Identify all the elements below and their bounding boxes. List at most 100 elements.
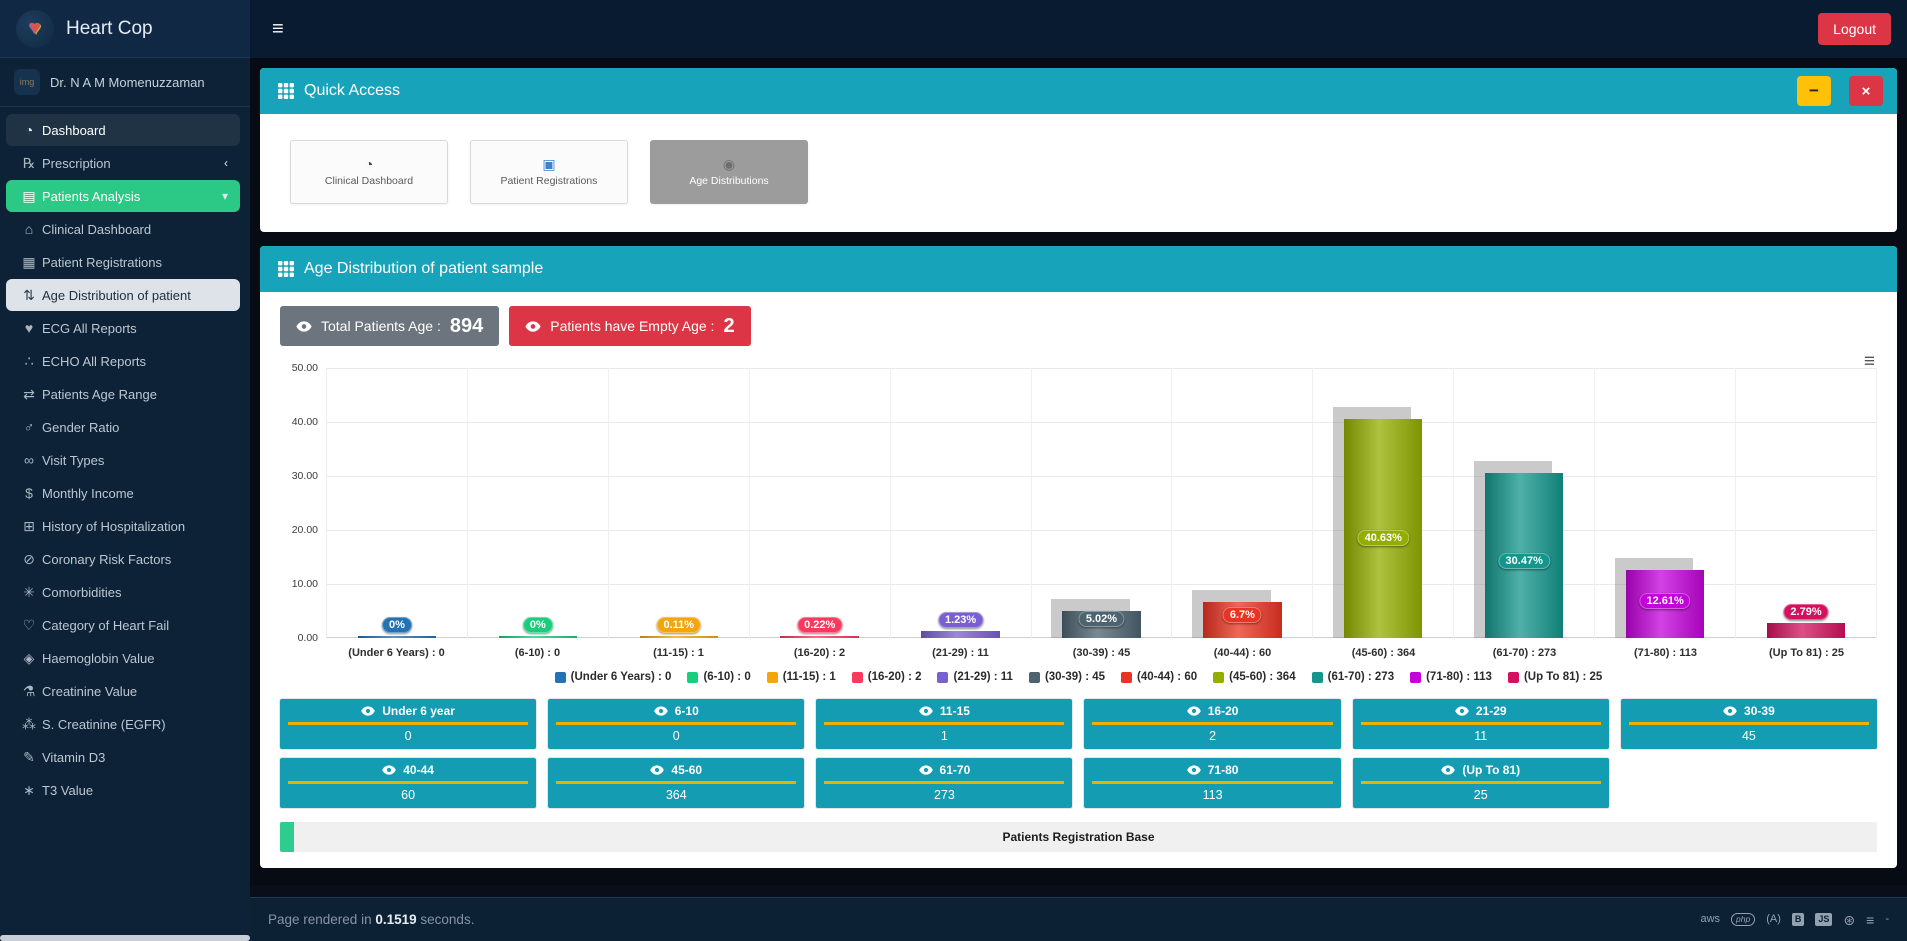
y-axis-tick: 20.00 (291, 524, 318, 536)
sidebar-item-patients-age-range[interactable]: ⇄ Patients Age Range (6, 378, 240, 410)
quick-access-card-age-distributions[interactable]: ◉ Age Distributions (650, 140, 808, 204)
eye-icon (1723, 706, 1737, 716)
close-button[interactable]: × (1849, 76, 1883, 106)
yellow-underline (1360, 722, 1601, 725)
bar-value-label: 2.79% (1783, 604, 1829, 620)
chart-menu-icon[interactable]: ≡ (1863, 351, 1875, 372)
legend-item[interactable]: (16-20) : 2 (851, 671, 921, 683)
sidebar-item-echo-all-reports[interactable]: ∴ ECHO All Reports (6, 345, 240, 377)
quick-access-card-label: Age Distributions (689, 175, 769, 187)
age-group-box[interactable]: 71-80 113 (1084, 758, 1341, 808)
database-icon: ≡ (1866, 911, 1875, 928)
age-group-box[interactable]: 16-20 2 (1084, 699, 1341, 749)
sidebar-item-label: Gender Ratio (42, 419, 120, 435)
quick-access-card-patient-registrations[interactable]: ▣ Patient Registrations (470, 140, 628, 204)
tachometer-icon: ◔ (24, 122, 34, 138)
chart-column: 6.7% (1171, 368, 1312, 638)
bar-4 (780, 636, 859, 638)
sidebar-item-dashboard[interactable]: ◔ Dashboard (6, 114, 240, 146)
age-group-box[interactable]: 61-70 273 (816, 758, 1073, 808)
sidebar-item-label: Clinical Dashboard (42, 221, 152, 237)
content-area: Quick Access − × ◔ Clinical Dashboard ▣ Pat… (250, 58, 1907, 885)
sidebar-item-label: Age Distribution of patient (42, 287, 191, 303)
legend-swatch (1028, 671, 1040, 683)
sidebar-item-comorbidities[interactable]: ✳ Comorbidities (6, 576, 240, 608)
age-group-box[interactable]: Under 6 year 0 (280, 699, 537, 749)
chart-column: 1.23% (889, 368, 1031, 638)
sidebar-item-clinical-dashboard[interactable]: ⌂ Clinical Dashboard (6, 213, 240, 245)
sidebar-item-label: Comorbidities (42, 584, 122, 600)
sidebar-item-gender-ratio[interactable]: ♂ Gender Ratio (6, 411, 240, 443)
eye-icon (382, 765, 397, 775)
age-group-box-title: 21-29 (1353, 704, 1609, 718)
hospital-user-icon: ▦ (22, 253, 36, 270)
dash-icon: - (1885, 913, 1889, 925)
sidebar-item-coronary-risk-factors[interactable]: ⊘ Coronary Risk Factors (6, 543, 240, 575)
bar-10 (1625, 570, 1705, 638)
sidebar-item-haemoglobin-value[interactable]: ◈ Haemoglobin Value (6, 642, 240, 674)
empty-age-badge[interactable]: Patients have Empty Age : 2 (509, 306, 751, 346)
chart-plot-row: 50.00 40.00 30.00 20.00 10.00 0.00 0% 0% 0.11% 0… (280, 362, 1877, 644)
total-patients-age-badge[interactable]: Total Patients Age : 894 (280, 306, 500, 346)
legend-item[interactable]: (30-39) : 45 (1028, 671, 1105, 683)
age-group-box[interactable]: 45-60 364 (548, 758, 805, 808)
sidebar-item-monthly-income[interactable]: $ Monthly Income (6, 477, 240, 509)
badge-value: 894 (449, 314, 484, 337)
sidebar-item-history-of-hospitalization[interactable]: ⊞ History of Hospitalization (6, 510, 240, 542)
age-distribution-title: Age Distribution of patient sample (304, 260, 544, 277)
age-group-box[interactable]: 6-10 0 (548, 699, 805, 749)
page-footer: Page rendered in 0.1519 seconds. aws php (… (250, 897, 1907, 941)
progress-fill (280, 822, 294, 852)
sidebar-item-vitamin-d3[interactable]: ✎ Vitamin D3 (6, 741, 240, 773)
legend-item[interactable]: (11-15) : 1 (766, 671, 836, 683)
legend-item[interactable]: (45-60) : 364 (1213, 671, 1296, 683)
eye-icon (1186, 706, 1201, 716)
sidebar-item-label: Dashboard (42, 122, 106, 138)
legend-item[interactable]: (71-80) : 113 (1410, 671, 1492, 683)
legend-item[interactable]: (6-10) : 0 (687, 671, 751, 683)
age-group-box-label: 40-44 (403, 763, 434, 777)
sidebar-item-prescription[interactable]: ℞ Prescription ‹ (6, 147, 240, 179)
age-group-box[interactable]: 40-44 60 (280, 758, 537, 808)
logout-button[interactable]: Logout (1818, 13, 1891, 45)
quick-access-card-clinical-dashboard[interactable]: ◔ Clinical Dashboard (290, 140, 448, 204)
x-axis-tick: (40-44) : 60 (1213, 647, 1272, 659)
x-axis-tick: (16-20) : 2 (793, 647, 846, 659)
sidebar-scrollbar[interactable] (0, 935, 250, 941)
hamburger-menu-icon[interactable]: ≡ (272, 17, 284, 40)
legend-item[interactable]: (21-29) : 11 (937, 671, 1013, 683)
age-group-box[interactable]: 21-29 11 (1352, 699, 1609, 749)
chart-column: 0% (326, 368, 467, 638)
sidebar-item-s-creatinine-egfr[interactable]: ⁂ S. Creatinine (EGFR) (6, 708, 240, 740)
sidebar-item-age-distribution-of-patient[interactable]: ⇅ Age Distribution of patient (6, 279, 240, 311)
age-group-box-title: 61-70 (816, 763, 1072, 777)
main-column: ≡ Logout Quick Access − × ◔ Clinical Dash… (250, 0, 1907, 941)
sidebar-item-t3-value[interactable]: ∗ T3 Value (6, 774, 240, 806)
sidebar-item-category-of-heart-fail[interactable]: ♡ Category of Heart Fail (6, 609, 240, 641)
prescription-icon: ℞ (22, 154, 36, 171)
sidebar-item-visit-types[interactable]: ∞ Visit Types (6, 444, 240, 476)
age-group-box-label: Under 6 year (382, 704, 455, 718)
legend-item[interactable]: (61-70) : 273 (1311, 671, 1394, 683)
x-axis-tick: (21-29) : 11 (932, 647, 989, 659)
minimize-button[interactable]: − (1797, 76, 1831, 106)
age-group-box[interactable]: (Up To 81) 25 (1352, 758, 1609, 808)
gridline (326, 476, 1877, 477)
sidebar-item-ecg-all-reports[interactable]: ♥ ECG All Reports (6, 312, 240, 344)
sidebar-item-label: S. Creatinine (EGFR) (42, 716, 166, 732)
sidebar-item-creatinine-value[interactable]: ⚗ Creatinine Value (6, 675, 240, 707)
yellow-underline (288, 722, 529, 725)
legend-item[interactable]: (Up To 81) : 25 (1507, 671, 1602, 683)
gridline (326, 368, 1877, 369)
x-axis-tick: (6-10) : 0 (514, 647, 561, 659)
age-group-box[interactable]: 11-15 1 (816, 699, 1073, 749)
sidebar-item-patient-registrations[interactable]: ▦ Patient Registrations (6, 246, 240, 278)
legend-item[interactable]: (40-44) : 60 (1121, 671, 1197, 683)
clipboard-plus-icon: ⊞ (23, 517, 35, 534)
bar-value-label: 12.61% (1639, 593, 1691, 609)
sidebar-item-patients-analysis[interactable]: ▤ Patients Analysis ▾ (6, 180, 240, 212)
legend-item[interactable]: (Under 6 Years) : 0 (554, 671, 671, 683)
sidebar-item-label: ECG All Reports (42, 320, 137, 336)
gridline (326, 530, 1877, 531)
age-group-box[interactable]: 30-39 45 (1620, 699, 1877, 749)
